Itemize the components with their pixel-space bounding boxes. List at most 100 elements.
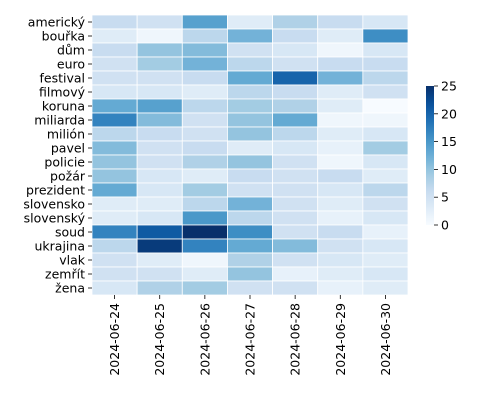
heatmap-cell (91, 168, 138, 184)
y-tick-label: žena (55, 281, 85, 296)
heatmap-cell (136, 14, 183, 30)
heatmap-cell (91, 126, 138, 142)
heatmap-cell (362, 280, 409, 296)
heatmap-cell (272, 14, 319, 30)
heatmap-cell (362, 238, 409, 254)
heatmap-cell (227, 112, 273, 128)
heatmap-cell (317, 196, 364, 212)
colorbar-tick-label: 20 (441, 106, 457, 121)
heatmap-cell (91, 196, 138, 212)
heatmap-cell (272, 28, 319, 44)
heatmap-cell (136, 168, 183, 184)
heatmap-cell (272, 196, 319, 212)
heatmap-cell (317, 56, 364, 72)
heatmap-cell (362, 98, 409, 114)
y-tick-label: slovensko (23, 197, 85, 212)
heatmap-cell (181, 196, 228, 212)
heatmap-cell (317, 210, 364, 226)
heatmap-cell (317, 168, 364, 184)
heatmap-cell (317, 140, 364, 156)
heatmap-cell (181, 224, 228, 240)
heatmap-cell (227, 42, 273, 58)
heatmap-cell (272, 252, 319, 268)
heatmap-cell (362, 224, 409, 240)
y-tick-label: slovenský (24, 211, 86, 226)
heatmap-cell (181, 28, 228, 44)
heatmap-cell (181, 238, 228, 254)
heatmap-cell (91, 112, 138, 128)
heatmap-cell (362, 196, 409, 212)
heatmap-cell (317, 252, 364, 268)
y-tick-label: miliarda (34, 113, 85, 128)
heatmap-cell (136, 70, 183, 86)
colorbar: 0 5 10 15 20 25 (426, 79, 457, 233)
y-tick-label: ukrajina (35, 239, 86, 254)
colorbar-tick-label: 5 (441, 190, 449, 205)
heatmap-cell (362, 252, 409, 268)
heatmap-cell (272, 224, 319, 240)
heatmap-cell (317, 224, 364, 240)
heatmap-cell (136, 154, 183, 170)
heatmap-cell (362, 28, 409, 44)
y-tick-label: policie (44, 155, 85, 170)
heatmap-cell (362, 182, 409, 198)
x-tick-label: 2024-06-29 (333, 303, 348, 376)
heatmap-cell (227, 126, 273, 142)
heatmap-cell (91, 224, 138, 240)
heatmap-cell (91, 154, 138, 170)
heatmap-cells (91, 14, 409, 296)
heatmap-cell (272, 84, 319, 100)
heatmap-cell (227, 98, 273, 114)
heatmap-cell (272, 112, 319, 128)
heatmap-cell (362, 210, 409, 226)
heatmap-cell (362, 70, 409, 86)
heatmap-cell (272, 98, 319, 114)
heatmap-cell (272, 238, 319, 254)
heatmap-cell (181, 98, 228, 114)
heatmap-cell (91, 56, 138, 72)
heatmap-cell (362, 84, 409, 100)
heatmap-cell (91, 238, 138, 254)
heatmap-cell (272, 70, 319, 86)
y-tick-label: festival (39, 71, 85, 86)
y-tick-label: americký (28, 15, 86, 30)
heatmap-cell (362, 14, 409, 30)
heatmap-cell (227, 70, 273, 86)
heatmap-cell (362, 126, 409, 142)
x-tick-label: 2024-06-30 (378, 303, 393, 376)
y-tick-label: bouřka (42, 29, 85, 44)
heatmap-cell (181, 252, 228, 268)
y-tick-label: koruna (42, 99, 85, 114)
heatmap-cell (362, 140, 409, 156)
colorbar-tick-label: 25 (441, 79, 457, 94)
heatmap-cell (227, 14, 273, 30)
heatmap-cell (91, 252, 138, 268)
heatmap-cell (91, 266, 138, 282)
heatmap-cell (181, 14, 228, 30)
heatmap-cell (91, 98, 138, 114)
y-tick-label: požár (50, 169, 86, 184)
x-tick-label: 2024-06-24 (107, 303, 122, 376)
heatmap-cell (181, 168, 228, 184)
heatmap-cell (227, 168, 273, 184)
heatmap-cell (362, 56, 409, 72)
heatmap-cell (317, 14, 364, 30)
heatmap-cell (362, 168, 409, 184)
heatmap-cell (136, 28, 183, 44)
heatmap-cell (227, 210, 273, 226)
heatmap-cell (136, 182, 183, 198)
heatmap-cell (227, 154, 273, 170)
heatmap-cell (362, 112, 409, 128)
colorbar-tick-label: 0 (441, 218, 449, 233)
heatmap-cell (136, 84, 183, 100)
heatmap-cell (136, 224, 183, 240)
heatmap-cell (272, 140, 319, 156)
heatmap-cell (136, 280, 183, 296)
heatmap-cell (227, 238, 273, 254)
heatmap-cell (136, 140, 183, 156)
heatmap-cell (317, 112, 364, 128)
y-tick-label: dům (57, 43, 85, 58)
y-tick-label: pavel (51, 141, 85, 156)
colorbar-gradient (426, 86, 434, 225)
